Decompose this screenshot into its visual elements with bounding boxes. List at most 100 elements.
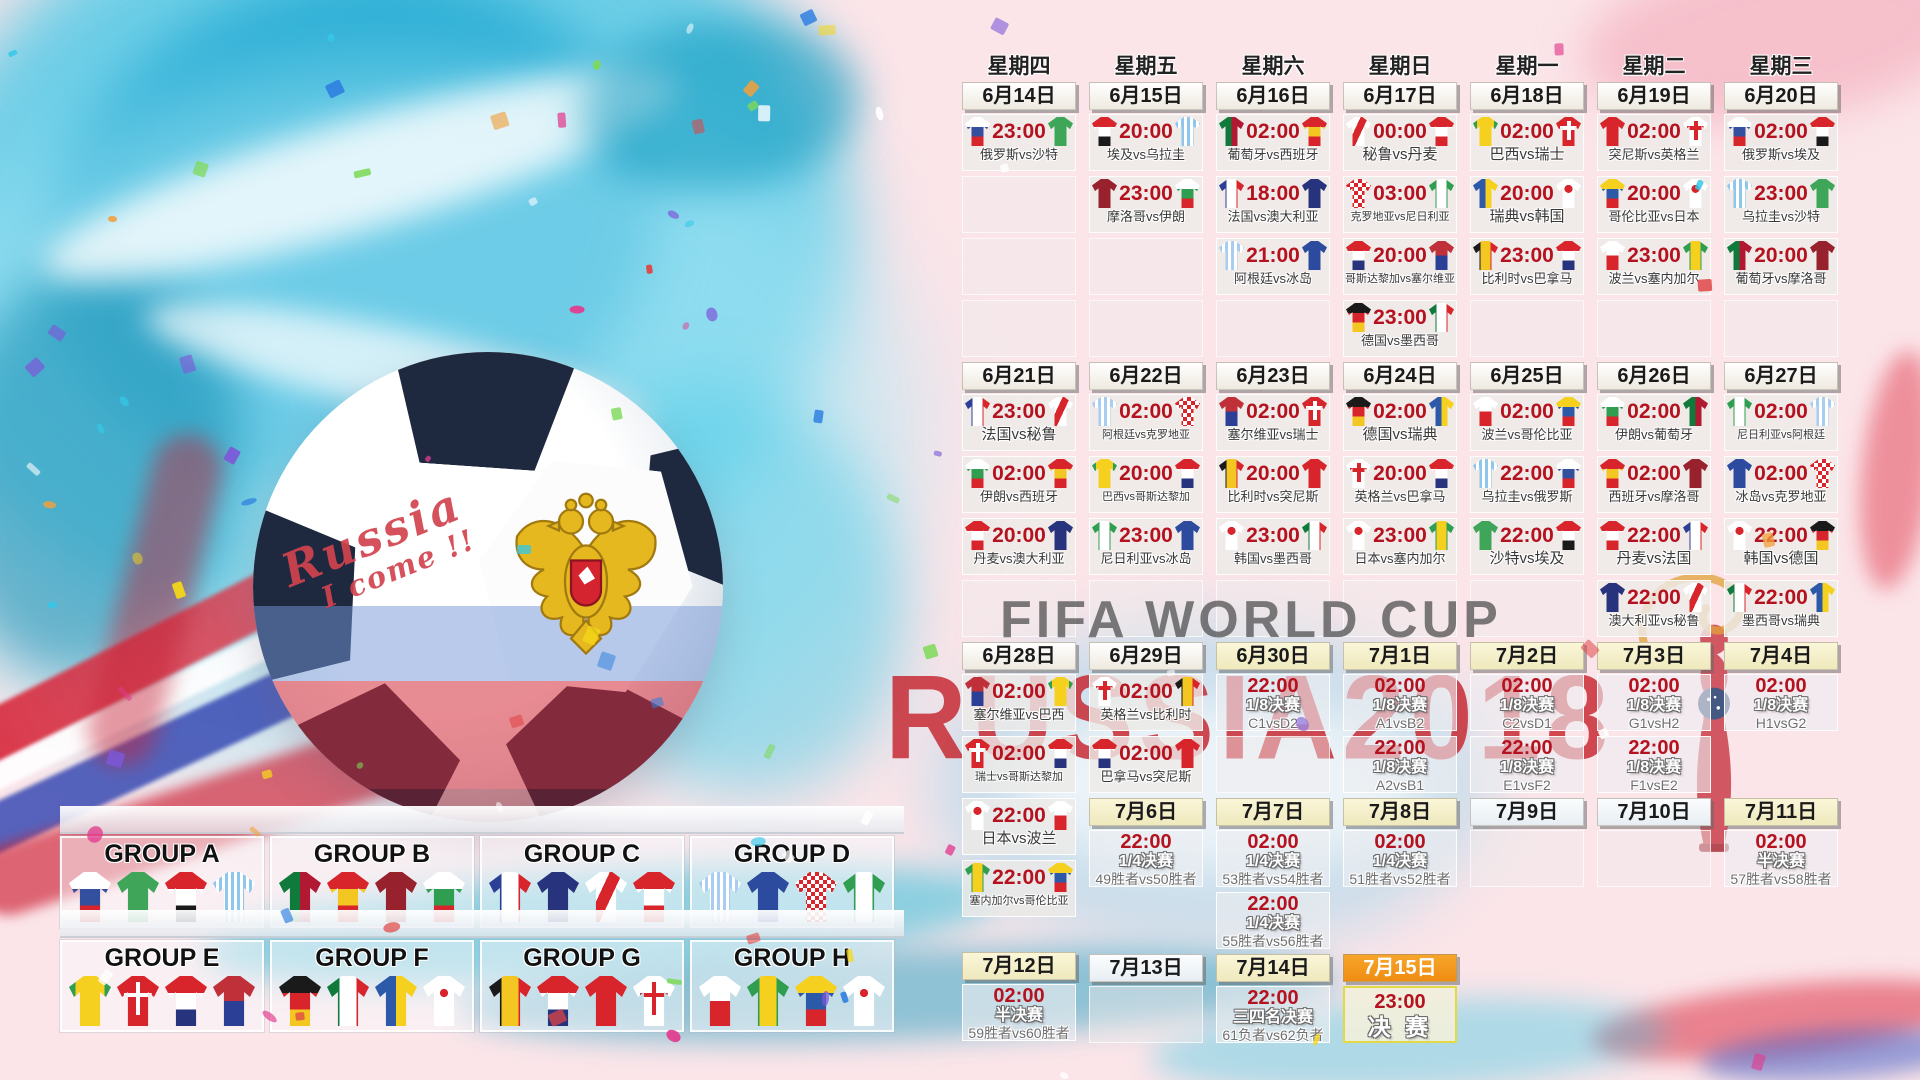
confetti-piece <box>684 22 695 35</box>
weekday-label: 星期五 <box>1114 55 1178 78</box>
match-time: 20:00 <box>1119 119 1173 143</box>
knockout-cell: 22:00 三四名决赛 61负者vs62负者 <box>1216 986 1330 1043</box>
empty-cell <box>1470 300 1584 357</box>
match-time: 23:00 <box>1119 523 1173 547</box>
match-name: 乌拉圭vs俄罗斯 <box>1481 489 1573 504</box>
jersey-icon <box>1683 117 1708 146</box>
jersey-icon <box>795 976 837 1026</box>
spacer <box>1343 892 1457 949</box>
knockout-pair: 61负者vs62负者 <box>1222 1027 1324 1043</box>
knockout-pair: 51胜者vs52胜者 <box>1349 871 1451 887</box>
match-cell: 22:00 韩国vs德国 <box>1724 518 1838 575</box>
match-time: 22:00 <box>1500 461 1554 485</box>
match-time: 02:00 <box>992 461 1046 485</box>
knockout-time: 22:00 <box>1628 737 1680 759</box>
jersey-icon <box>1346 397 1371 426</box>
date-header: 7月4日 <box>1724 642 1838 670</box>
jersey-icon <box>965 397 990 426</box>
match-time: 22:00 <box>1627 523 1681 547</box>
confetti-piece <box>118 395 131 409</box>
jersey-icon <box>843 976 885 1026</box>
confetti-piece <box>43 500 58 510</box>
confetti-piece <box>990 17 1009 36</box>
jersey-icon <box>1727 521 1752 550</box>
match-time: 02:00 <box>1246 399 1300 423</box>
match-time: 02:00 <box>1119 399 1173 423</box>
match-name: 摩洛哥vs伊朗 <box>1106 209 1185 224</box>
jersey-icon <box>1429 179 1454 208</box>
match-cell: 18:00 法国vs澳大利亚 <box>1216 176 1330 233</box>
match-row: 20:00 <box>963 519 1075 550</box>
match-cell: 02:00 阿根廷vs克罗地亚 <box>1089 394 1203 451</box>
match-cell: 22:00 沙特vs埃及 <box>1470 518 1584 575</box>
group-box: GROUP G <box>480 940 684 1032</box>
match-row: 22:00 <box>963 799 1075 830</box>
confetti-piece <box>46 323 67 343</box>
match-row: 22:00 <box>1598 519 1710 550</box>
jersey-icon <box>1048 801 1073 830</box>
jersey-icon <box>1556 521 1581 550</box>
jersey-icon <box>1810 459 1835 488</box>
confetti-piece <box>96 422 106 434</box>
jersey-icon <box>1429 397 1454 426</box>
confetti-piece <box>886 493 901 505</box>
jersey-icon <box>165 976 207 1026</box>
jersey-icon <box>1346 521 1371 550</box>
jersey-icon <box>1600 179 1625 208</box>
jersey-icon <box>1600 583 1625 612</box>
match-cell: 02:00 巴西vs瑞士 <box>1470 114 1584 171</box>
empty-cell <box>1470 830 1584 887</box>
jersey-icon <box>1048 521 1073 550</box>
match-row: 02:00 <box>1344 395 1456 426</box>
match-name: 阿根廷vs克罗地亚 <box>1102 429 1190 441</box>
match-cell: 20:00 埃及vs乌拉圭 <box>1089 114 1203 171</box>
jersey-icon <box>965 801 990 830</box>
match-row: 02:00 <box>1090 737 1202 768</box>
confetti-piece <box>746 100 760 113</box>
date-header: 6月25日 <box>1470 362 1584 390</box>
jersey-icon <box>965 863 990 892</box>
knockout-time: 22:00 <box>1374 737 1426 759</box>
jersey-icon <box>1346 117 1371 146</box>
jersey-icon <box>965 521 990 550</box>
group-jerseys <box>692 974 892 1028</box>
match-row: 02:00 <box>1471 115 1583 146</box>
group-title: GROUP C <box>523 840 641 868</box>
jersey-icon <box>1473 117 1498 146</box>
empty-cell <box>1597 830 1711 887</box>
match-cell: 02:00 尼日利亚vs阿根廷 <box>1724 394 1838 451</box>
match-time: 22:00 <box>992 865 1046 889</box>
jersey-icon <box>1556 397 1581 426</box>
empty-cell <box>1089 300 1203 357</box>
match-name: 日本vs波兰 <box>981 830 1057 847</box>
date-header: 6月26日 <box>1597 362 1711 390</box>
jersey-icon <box>1556 241 1581 270</box>
watermark-fifa: FIFA WORLD CUP <box>1000 591 1502 649</box>
match-row: 02:00 <box>1598 457 1710 488</box>
match-row: 02:00 <box>963 457 1075 488</box>
empty-cell <box>1216 300 1330 357</box>
jersey-icon <box>747 976 789 1026</box>
confetti-piece <box>191 160 209 178</box>
confetti-piece <box>131 550 145 566</box>
jersey-icon <box>423 976 465 1026</box>
match-row: 02:00 <box>963 675 1075 706</box>
match-name: 伊朗vs西班牙 <box>979 489 1058 504</box>
match-cell: 20:00 巴西vs哥斯达黎加 <box>1089 456 1203 513</box>
confetti-piece <box>569 305 585 314</box>
match-row: 18:00 <box>1217 177 1329 208</box>
knockout-cell: 02:00 1/8决赛 G1vsH2 <box>1597 674 1711 731</box>
knockout-round: 1/8决赛 <box>1499 697 1555 714</box>
match-name: 丹麦vs澳大利亚 <box>973 551 1065 566</box>
weekday-label: 星期六 <box>1241 55 1305 78</box>
match-time: 02:00 <box>1754 119 1808 143</box>
match-time: 02:00 <box>1373 399 1427 423</box>
confetti-piece <box>557 112 567 129</box>
jersey-icon <box>375 976 417 1026</box>
jersey-icon <box>1683 397 1708 426</box>
match-time: 23:00 <box>1754 181 1808 205</box>
match-cell: 02:00 英格兰vs比利时 <box>1089 674 1203 731</box>
group-jerseys <box>482 974 682 1028</box>
date-header: 6月24日 <box>1343 362 1457 390</box>
match-cell: 21:00 阿根廷vs冰岛 <box>1216 238 1330 295</box>
